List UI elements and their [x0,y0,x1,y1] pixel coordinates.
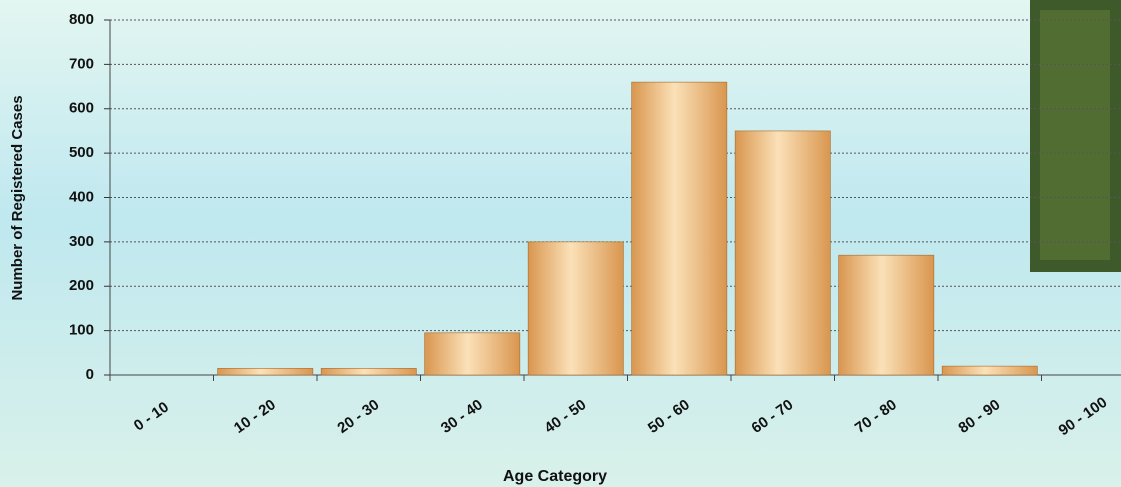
photo-foliage [1040,10,1110,260]
y-tick-label: 600 [69,100,94,117]
y-axis-label: Number of Registered Cases [9,95,26,300]
bar [320,368,417,376]
y-tick-label: 300 [69,233,94,250]
bar [527,241,624,376]
x-axis-label: Age Category [503,468,607,485]
bar [631,81,728,376]
bar [838,254,935,376]
y-tick-label: 500 [69,144,94,161]
bar [424,332,521,376]
bar [734,130,831,376]
y-tick-label: 700 [69,55,94,72]
bar [217,368,314,376]
y-tick-label: 100 [69,322,94,339]
y-tick-label: 200 [69,277,94,294]
bar [941,365,1038,376]
y-tick-label: 800 [69,11,94,28]
y-tick-label: 0 [86,366,94,383]
y-tick-label: 400 [69,188,94,205]
